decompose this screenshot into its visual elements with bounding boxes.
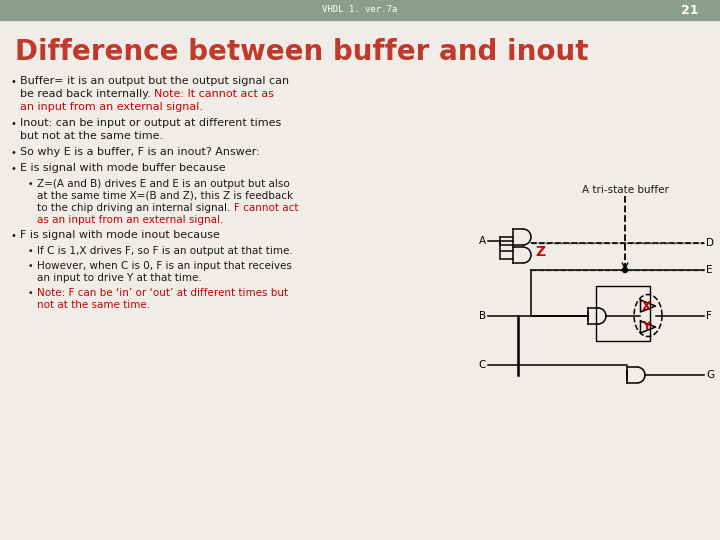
Text: Buffer= it is an output but the output signal can: Buffer= it is an output but the output s… <box>20 76 289 86</box>
Text: •: • <box>28 289 34 298</box>
Text: at the same time X=(B and Z), this Z is feedback: at the same time X=(B and Z), this Z is … <box>37 191 293 201</box>
Text: Note: F can be ‘in’ or ‘out’ at different times but: Note: F can be ‘in’ or ‘out’ at differen… <box>37 288 288 298</box>
Text: as an input from an external signal.: as an input from an external signal. <box>37 215 223 225</box>
Text: Difference between buffer and inout: Difference between buffer and inout <box>15 38 588 66</box>
Text: •: • <box>28 247 34 256</box>
Text: •: • <box>10 77 16 87</box>
Text: F is signal with mode inout because: F is signal with mode inout because <box>20 230 220 240</box>
Text: Y: Y <box>642 321 650 334</box>
Text: but not at the same time.: but not at the same time. <box>20 131 163 141</box>
Text: an input from an external signal.: an input from an external signal. <box>20 102 203 112</box>
Text: C: C <box>479 360 486 370</box>
Text: G: G <box>706 370 714 380</box>
Text: •: • <box>10 231 16 241</box>
Text: an input to drive Y at that time.: an input to drive Y at that time. <box>37 273 202 283</box>
Circle shape <box>623 267 628 273</box>
Text: Inout: can be input or output at different times: Inout: can be input or output at differe… <box>20 118 282 128</box>
Text: •: • <box>28 180 34 189</box>
Bar <box>596 286 650 341</box>
Text: •: • <box>10 164 16 174</box>
Text: not at the same time.: not at the same time. <box>37 300 150 310</box>
Text: VHDL 1. ver.7a: VHDL 1. ver.7a <box>323 5 397 15</box>
Text: •: • <box>10 119 16 129</box>
Text: X: X <box>642 300 650 313</box>
Text: E: E <box>706 265 713 275</box>
Text: Z: Z <box>535 245 545 259</box>
Text: •: • <box>10 148 16 158</box>
Text: Z=(A and B) drives E and E is an output but also: Z=(A and B) drives E and E is an output … <box>37 179 289 189</box>
Text: Note: It cannot act as: Note: It cannot act as <box>154 89 274 99</box>
Text: F cannot act: F cannot act <box>233 203 298 213</box>
Text: If C is 1,X drives F, so F is an output at that time.: If C is 1,X drives F, so F is an output … <box>37 246 293 256</box>
Text: 21: 21 <box>681 3 698 17</box>
Text: B: B <box>479 311 486 321</box>
Bar <box>0 0 720 20</box>
Text: So why E is a buffer, F is an inout? Answer:: So why E is a buffer, F is an inout? Ans… <box>20 147 260 157</box>
Text: F: F <box>706 311 712 321</box>
Text: •: • <box>28 262 34 271</box>
Text: be read back internally.: be read back internally. <box>20 89 154 99</box>
Text: A tri-state buffer: A tri-state buffer <box>582 185 668 195</box>
Text: E is signal with mode buffer because: E is signal with mode buffer because <box>20 163 225 173</box>
Text: to the chip driving an internal signal.: to the chip driving an internal signal. <box>37 203 233 213</box>
Text: A: A <box>479 236 486 246</box>
Text: D: D <box>706 238 714 248</box>
Text: However, when C is 0, F is an input that receives: However, when C is 0, F is an input that… <box>37 261 292 271</box>
